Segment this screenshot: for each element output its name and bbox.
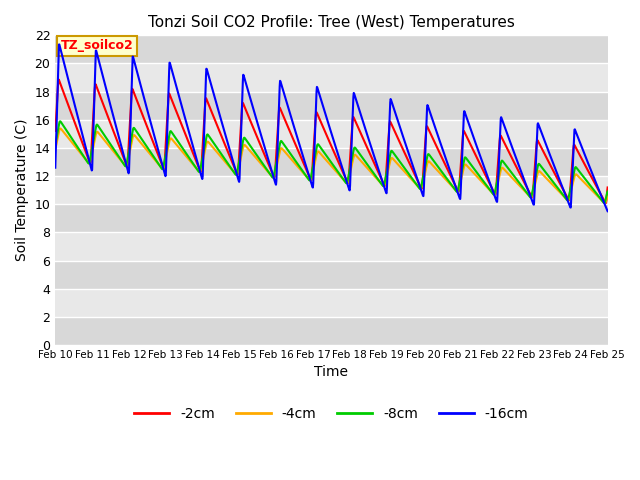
- -8cm: [298, 167, 305, 172]
- -8cm: [51, 141, 59, 146]
- Bar: [55, 232, 607, 261]
- -2cm: [55, 77, 63, 83]
- -2cm: [308, 177, 316, 183]
- -4cm: [51, 145, 59, 151]
- Bar: [55, 36, 607, 63]
- -2cm: [298, 156, 305, 161]
- X-axis label: Time: Time: [314, 365, 348, 379]
- -16cm: [604, 208, 611, 214]
- -8cm: [117, 157, 125, 163]
- -16cm: [51, 165, 59, 170]
- -16cm: [308, 180, 316, 186]
- Bar: [55, 92, 607, 120]
- -4cm: [298, 168, 305, 174]
- -2cm: [286, 129, 294, 134]
- -16cm: [56, 42, 63, 48]
- Title: Tonzi Soil CO2 Profile: Tree (West) Temperatures: Tonzi Soil CO2 Profile: Tree (West) Temp…: [148, 15, 515, 30]
- -8cm: [95, 123, 102, 129]
- Line: -8cm: -8cm: [55, 121, 607, 203]
- -4cm: [308, 176, 316, 181]
- -2cm: [51, 128, 59, 134]
- -2cm: [602, 200, 610, 206]
- Legend: -2cm, -4cm, -8cm, -16cm: -2cm, -4cm, -8cm, -16cm: [129, 401, 534, 427]
- -8cm: [308, 172, 316, 178]
- -16cm: [117, 142, 125, 147]
- Bar: [55, 148, 607, 176]
- -4cm: [366, 168, 374, 174]
- Bar: [55, 317, 607, 345]
- -16cm: [366, 141, 374, 146]
- Bar: [55, 63, 607, 92]
- -8cm: [286, 150, 294, 156]
- -16cm: [286, 110, 294, 116]
- -4cm: [56, 126, 64, 132]
- -4cm: [604, 194, 611, 200]
- Bar: [55, 204, 607, 232]
- Line: -16cm: -16cm: [55, 45, 607, 211]
- Y-axis label: Soil Temperature (C): Soil Temperature (C): [15, 119, 29, 262]
- -16cm: [298, 148, 305, 154]
- Bar: [55, 261, 607, 288]
- -4cm: [601, 200, 609, 206]
- -16cm: [95, 56, 102, 62]
- -2cm: [117, 148, 125, 154]
- Line: -4cm: -4cm: [55, 129, 607, 203]
- -8cm: [600, 200, 608, 206]
- Text: TZ_soilco2: TZ_soilco2: [61, 39, 134, 52]
- -2cm: [366, 151, 374, 157]
- -4cm: [95, 130, 102, 136]
- Bar: [55, 176, 607, 204]
- -2cm: [95, 89, 102, 95]
- -4cm: [286, 155, 294, 161]
- Bar: [55, 288, 607, 317]
- -4cm: [117, 157, 125, 163]
- -8cm: [366, 165, 374, 171]
- -2cm: [604, 185, 611, 191]
- Line: -2cm: -2cm: [55, 80, 607, 203]
- -8cm: [604, 189, 611, 194]
- Bar: [55, 120, 607, 148]
- -8cm: [56, 119, 64, 124]
